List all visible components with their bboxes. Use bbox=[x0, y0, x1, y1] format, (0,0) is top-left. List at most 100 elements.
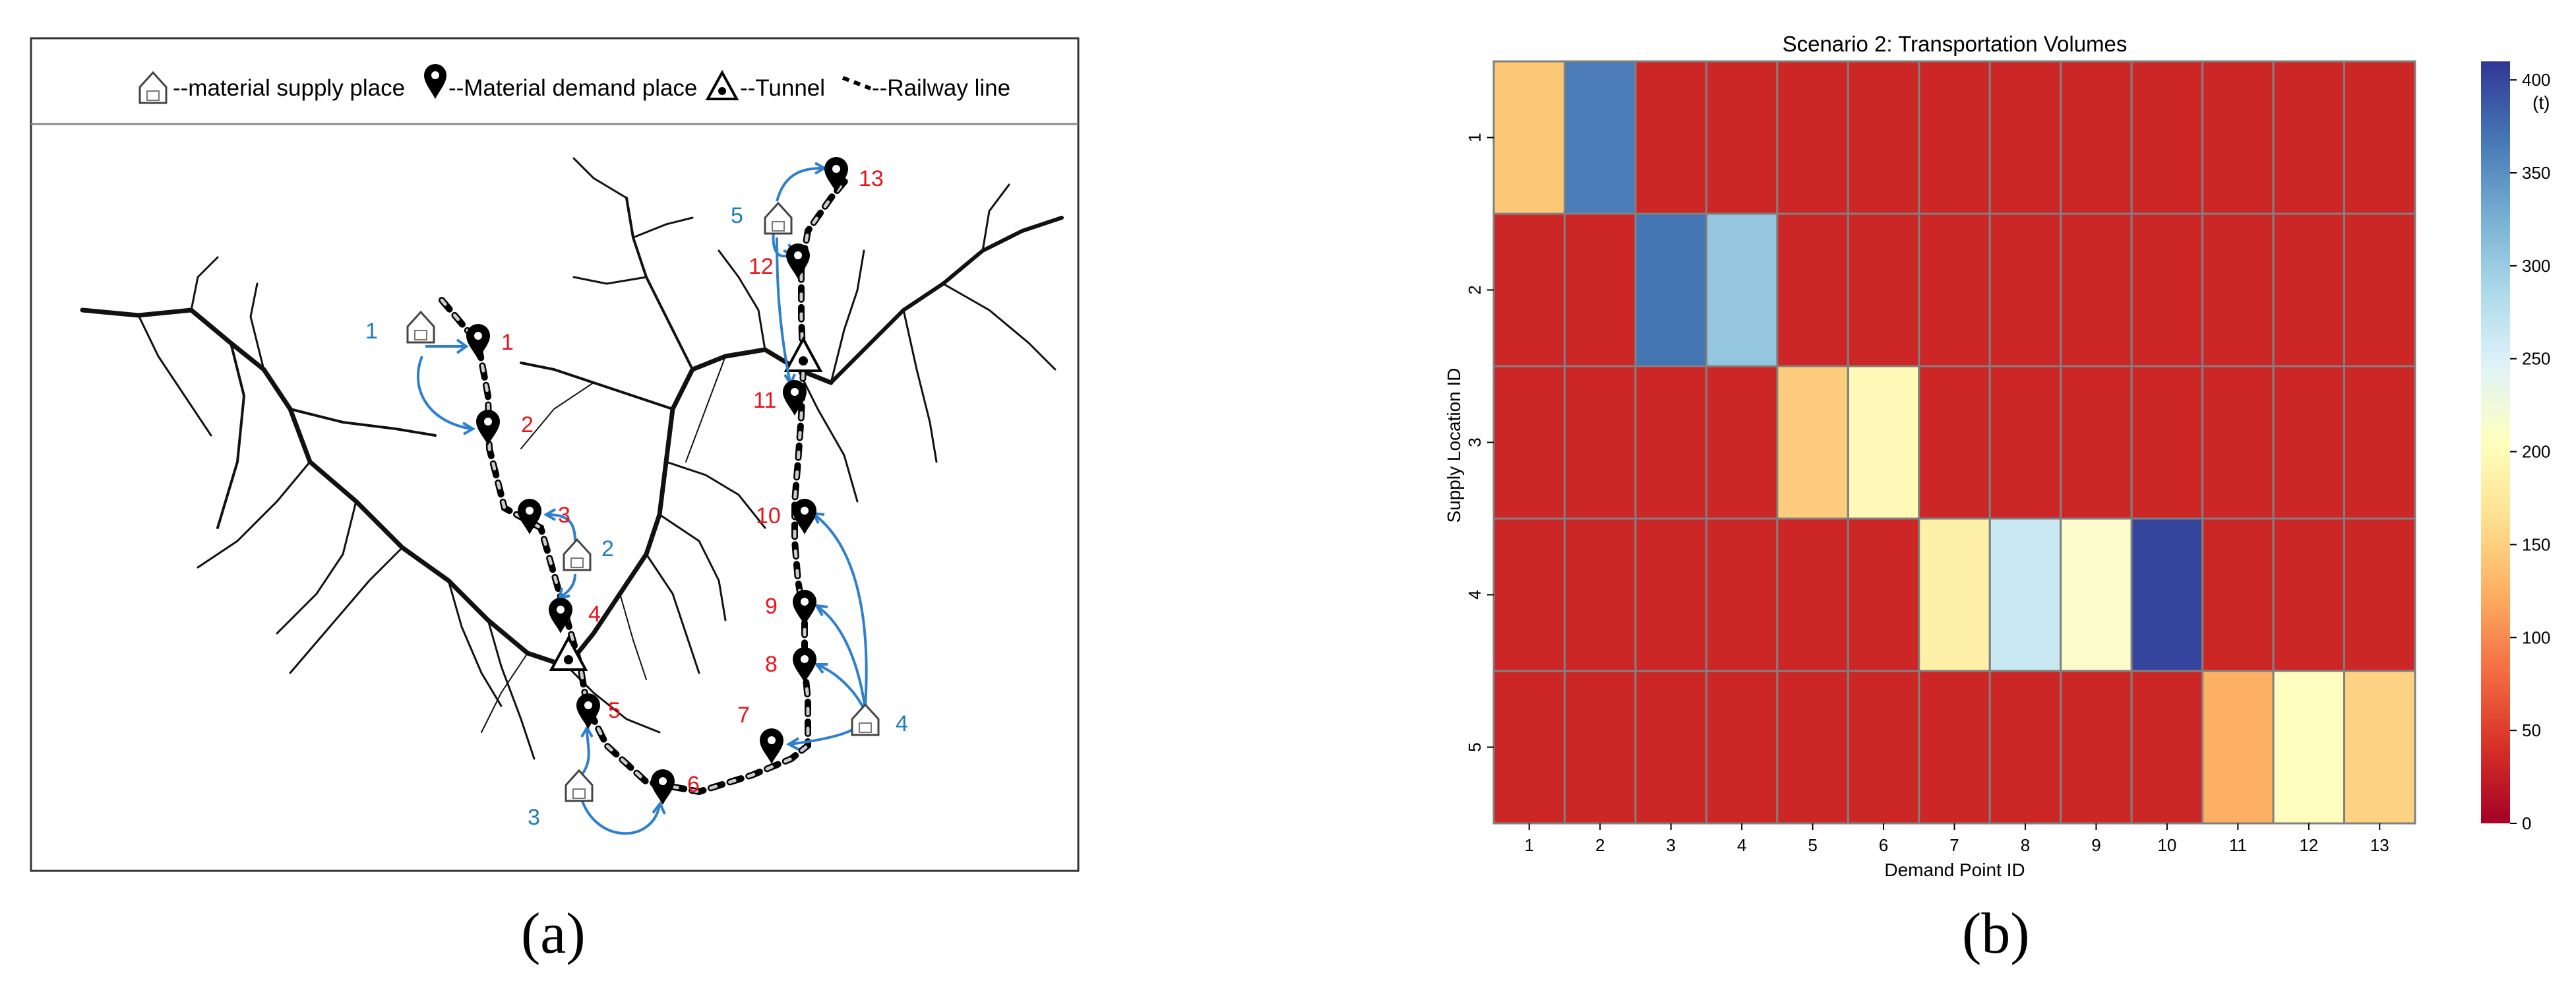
legend-tunnel-label: --Tunnel bbox=[740, 75, 825, 101]
colorbar-tick-label: 350 bbox=[2522, 163, 2550, 183]
supply-label: 1 bbox=[365, 319, 378, 344]
heatmap-cell bbox=[1492, 365, 1566, 520]
heatmap-cell bbox=[1492, 670, 1566, 825]
demand-pin-icon bbox=[783, 380, 807, 416]
heatmap-cell bbox=[1634, 365, 1707, 520]
demand-pin-icon bbox=[576, 693, 600, 729]
heatmap-cell bbox=[1918, 60, 1991, 215]
y-tick-labels: 1 2 3 4 5 bbox=[1465, 133, 1494, 752]
colorbar-tick-label: 100 bbox=[2522, 627, 2550, 647]
x-tick-label: 12 bbox=[2299, 835, 2318, 855]
legend-demand-label: --Material demand place bbox=[448, 75, 697, 101]
demand-label: 10 bbox=[756, 503, 781, 528]
x-tick-label: 9 bbox=[2091, 835, 2101, 855]
y-tick-label: 2 bbox=[1465, 285, 1485, 294]
heatmap-cell bbox=[2201, 517, 2275, 672]
legend-tunnel-icon bbox=[705, 69, 739, 100]
demand-label: 3 bbox=[558, 503, 570, 528]
heatmap-cell bbox=[1847, 212, 1920, 367]
heatmap-cell bbox=[1988, 517, 2062, 672]
heatmap-cell bbox=[1705, 517, 1779, 672]
heatmap-cell bbox=[1705, 670, 1779, 825]
heatmap-cell bbox=[2130, 212, 2204, 367]
demand-label: 11 bbox=[753, 388, 776, 413]
heatmap-cell bbox=[1988, 365, 2062, 520]
demand-label: 8 bbox=[765, 652, 778, 677]
demand-label: 7 bbox=[737, 703, 750, 728]
heatmap-cell bbox=[2343, 212, 2416, 367]
heatmap-cell bbox=[1918, 365, 1991, 520]
heatmap-cell bbox=[2060, 670, 2133, 825]
x-tick-label: 11 bbox=[2229, 835, 2247, 855]
demand-label: 5 bbox=[608, 698, 621, 723]
colorbar-tick-label: 200 bbox=[2522, 442, 2550, 462]
colorbar-ticks: 0 50 100 150 200 250 300 350 400 bbox=[2510, 70, 2550, 833]
demand-pin-icon bbox=[466, 324, 490, 360]
supply-label: 3 bbox=[528, 805, 540, 830]
x-tick-labels: 1 2 3 4 5 6 7 8 9 10 11 12 13 bbox=[1524, 823, 2389, 855]
supply-icon bbox=[851, 703, 880, 736]
y-axis-label: Supply Location ID bbox=[1444, 367, 1464, 523]
map-frame bbox=[30, 37, 1080, 872]
heatmap-cell bbox=[1634, 670, 1707, 825]
heatmap-cell bbox=[1705, 212, 1779, 367]
heatmap-cell bbox=[2272, 670, 2346, 825]
heatmap-cell bbox=[1634, 517, 1707, 672]
heatmap-cell bbox=[2201, 670, 2275, 825]
demand-label: 1 bbox=[501, 330, 514, 355]
x-tick-label: 6 bbox=[1879, 835, 1888, 855]
heatmap-cell bbox=[1776, 60, 1849, 215]
colorbar-tick-label: 50 bbox=[2522, 720, 2541, 740]
demand-pin-icon bbox=[549, 598, 572, 633]
legend: --material supply place --Material deman… bbox=[138, 64, 1010, 104]
chart-title: Scenario 2: Transportation Volumes bbox=[1783, 32, 2128, 56]
heatmap-cells bbox=[1492, 60, 2416, 825]
x-tick-label: 3 bbox=[1666, 835, 1675, 855]
supply-icon bbox=[563, 538, 592, 571]
demand-pin-icon bbox=[824, 157, 848, 193]
heatmap-cell bbox=[2060, 212, 2133, 367]
heatmap-cell bbox=[1847, 670, 1920, 825]
colorbar-tick-label: 150 bbox=[2522, 534, 2550, 554]
heatmap-cell bbox=[1563, 212, 1637, 367]
heatmap-cell bbox=[2060, 517, 2133, 672]
heatmap-cell bbox=[1563, 670, 1637, 825]
colorbar bbox=[2481, 61, 2510, 823]
heatmap-cell bbox=[2201, 212, 2275, 367]
heatmap-cell bbox=[1776, 365, 1849, 520]
heatmap-cell bbox=[1918, 670, 1991, 825]
supply-label: 5 bbox=[731, 203, 743, 228]
map-figure: --material supply place --Material deman… bbox=[30, 37, 1080, 872]
demand-pin-icon bbox=[476, 410, 500, 445]
y-tick-label: 4 bbox=[1465, 590, 1485, 599]
x-tick-label: 1 bbox=[1524, 835, 1533, 855]
x-tick-label: 4 bbox=[1737, 835, 1746, 855]
heatmap-cell bbox=[2272, 365, 2346, 520]
heatmap-cell bbox=[2060, 60, 2133, 215]
heatmap-cell bbox=[2272, 212, 2346, 367]
colorbar-unit: (t) bbox=[2532, 92, 2550, 113]
x-tick-label: 2 bbox=[1595, 835, 1605, 855]
supply-arrows bbox=[416, 162, 868, 835]
tunnel-icon bbox=[783, 336, 823, 372]
colorbar-tick-label: 400 bbox=[2522, 70, 2550, 90]
heatmap-cell bbox=[2201, 365, 2275, 520]
colorbar-tick-label: 300 bbox=[2522, 256, 2550, 276]
heatmap-cell bbox=[2343, 365, 2416, 520]
heatmap-cell bbox=[2130, 60, 2204, 215]
demand-pin-icon bbox=[793, 647, 816, 683]
x-tick-label: 13 bbox=[2370, 835, 2389, 855]
heatmap-cell bbox=[2343, 60, 2416, 215]
legend-railway-icon bbox=[842, 76, 872, 90]
heatmap-cell bbox=[1847, 60, 1920, 215]
demand-label: 9 bbox=[765, 594, 778, 619]
heatmap-cell bbox=[1776, 670, 1849, 825]
colorbar-tick-label: 0 bbox=[2522, 813, 2531, 833]
heatmap-cell bbox=[1988, 670, 2062, 825]
demand-label: 2 bbox=[521, 412, 534, 437]
heatmap-cell bbox=[1634, 212, 1707, 367]
legend-demand-icon bbox=[424, 64, 446, 99]
demand-label: 13 bbox=[859, 166, 884, 191]
